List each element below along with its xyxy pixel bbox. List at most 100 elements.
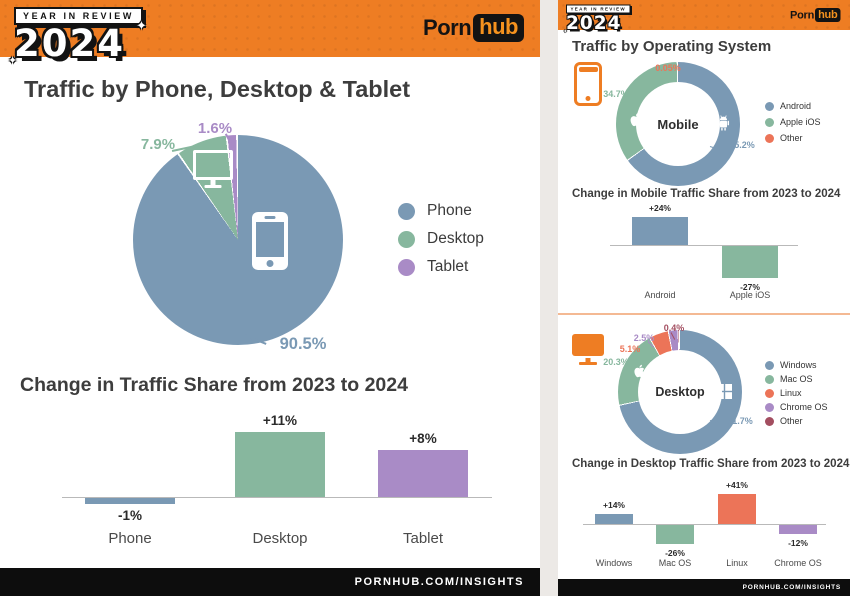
- bar-phone: -1% Phone: [85, 400, 175, 570]
- badge-label: YEAR IN REVIEW: [14, 7, 143, 25]
- x-axis: [610, 245, 798, 246]
- legend-label: Android: [780, 101, 812, 111]
- legend-dot-other: [765, 133, 774, 143]
- bar-desktop: +11% Desktop: [235, 400, 325, 570]
- legend-item-android: Android: [765, 101, 821, 111]
- x-axis: [62, 497, 492, 498]
- year-in-review-badge: YEAR IN REVIEW 2024 ✦ ✦: [8, 6, 147, 67]
- bar-chrome-os: -12% Chrome OS: [774, 478, 822, 578]
- year-in-review-badge: YEAR IN REVIEW 2024 ✦: [563, 4, 631, 35]
- legend-dot-android: [765, 101, 774, 111]
- bar-category-label: Phone: [108, 530, 152, 547]
- bar-value-label: +41%: [726, 479, 748, 490]
- panel-operating-systems: YEAR IN REVIEW 2024 ✦ Porn hub Traffic b…: [558, 0, 850, 596]
- legend-item-tablet: Tablet: [398, 258, 484, 276]
- legend-item-mac-os: Mac OS: [765, 374, 828, 384]
- slice-label-desktop: 7.9%: [140, 136, 176, 153]
- footer-url: PORNHUB.COM/INSIGHTS: [354, 576, 524, 588]
- bar-value-label: -12%: [788, 538, 808, 548]
- slice-label-other: 0.4%: [663, 323, 685, 333]
- sparkle-icon: ✦: [136, 18, 147, 33]
- badge-year: 2024: [566, 12, 622, 34]
- bar-apple-ios: -27% Apple iOS: [722, 200, 778, 305]
- pornhub-logo: Porn hub: [423, 14, 524, 42]
- smartphone-icon: [574, 62, 602, 106]
- section-title-change: Change in Traffic Share from 2023 to 202…: [20, 374, 408, 396]
- bar-value-label: +14%: [603, 499, 625, 510]
- legend-dot-other: [765, 416, 774, 426]
- bar-category-label: Desktop: [252, 530, 308, 547]
- badge-year: 2024: [14, 22, 125, 65]
- device-share-pie-chart: [133, 135, 343, 345]
- android-icon: [717, 115, 730, 131]
- legend-label: Desktop: [427, 230, 484, 247]
- slice-label-tablet: 1.6%: [197, 120, 233, 137]
- badge-label: YEAR IN REVIEW: [566, 4, 631, 14]
- legend-dot-windows: [765, 360, 774, 370]
- device-change-bar-chart: -1% Phone +11% Desktop +8% Tablet: [0, 400, 540, 570]
- legend-item-linux: Linux: [765, 388, 828, 398]
- sparkle-icon: ✦: [8, 55, 18, 68]
- donut-center-label: Mobile: [657, 116, 699, 132]
- bar-rect: [779, 525, 817, 534]
- legend-label: Linux: [780, 388, 802, 398]
- legend-dot-chrome-os: [765, 402, 774, 412]
- legend-dot-tablet: [398, 258, 415, 276]
- legend-label: Apple iOS: [780, 117, 821, 127]
- bar-mac-os: -26% Mac OS: [656, 478, 694, 578]
- legend-item-phone: Phone: [398, 202, 484, 220]
- bar-category-label: Android: [644, 290, 676, 300]
- bar-rect: [595, 514, 633, 524]
- legend-item-apple-ios: Apple iOS: [765, 117, 821, 127]
- mobile-change-bar-chart: +24% Android -27% Apple iOS: [558, 200, 850, 305]
- donut-hole: Mobile: [636, 82, 720, 166]
- bar-rect: [722, 246, 778, 278]
- bar-value-label: +24%: [649, 202, 671, 213]
- footer-bar: PORNHUB.COM/INSIGHTS: [0, 568, 540, 596]
- desktop-os-donut-chart: Desktop: [618, 330, 742, 454]
- bar-rect: [632, 217, 688, 245]
- bar-value-label: +11%: [262, 412, 298, 428]
- bar-value-label: -26%: [665, 548, 685, 558]
- legend-dot-linux: [765, 388, 774, 398]
- bar-tablet: +8% Tablet: [378, 400, 468, 570]
- bar-category-label: Chrome OS: [774, 558, 822, 568]
- mobile-os-legend: Android Apple iOS Other: [765, 101, 821, 143]
- legend-label: Other: [780, 416, 803, 426]
- slice-label-linux: 5.1%: [619, 344, 641, 354]
- bar-category-label: Linux: [726, 558, 748, 568]
- legend-label: Other: [780, 133, 803, 143]
- apple-icon: [630, 112, 642, 127]
- legend-dot-phone: [398, 202, 415, 220]
- bar-rect: [235, 432, 325, 497]
- bar-category-label: Apple iOS: [729, 290, 771, 300]
- bar-rect: [85, 498, 175, 504]
- section-divider: [558, 313, 850, 315]
- slice-label-chrome-os: 2.5%: [633, 333, 655, 343]
- slice-label-apple-ios: 34.7%: [603, 89, 629, 99]
- bar-android: +24% Android: [632, 200, 688, 305]
- legend-label: Tablet: [427, 258, 469, 275]
- logo-text-hub: hub: [473, 14, 524, 42]
- legend-label: Chrome OS: [780, 402, 828, 412]
- logo-text-porn: Porn: [790, 8, 815, 22]
- section-title-desktop-change: Change in Desktop Traffic Share from 202…: [572, 458, 850, 470]
- slice-label-windows: 71.7%: [727, 416, 753, 426]
- bar-windows: +14% Windows: [595, 478, 633, 578]
- footer-url: PORNHUB.COM/INSIGHTS: [742, 584, 841, 591]
- legend-label: Phone: [427, 202, 472, 219]
- monitor-icon: [193, 150, 233, 180]
- bar-rect: [718, 494, 756, 524]
- apple-icon: [634, 364, 645, 378]
- legend-dot-desktop: [398, 230, 415, 248]
- legend-dot-mac-os: [765, 374, 774, 384]
- device-legend: Phone Desktop Tablet: [398, 202, 484, 276]
- slice-label-android: 65.2%: [729, 140, 755, 150]
- donut-center-label: Desktop: [655, 385, 705, 399]
- panel-devices: YEAR IN REVIEW 2024 ✦ ✦ Porn hub Traffic…: [0, 0, 540, 596]
- logo-text-hub: hub: [815, 8, 841, 22]
- bar-value-label: +8%: [409, 430, 437, 446]
- legend-item-other: Other: [765, 133, 821, 143]
- slice-label-other: 0.05%: [655, 63, 681, 73]
